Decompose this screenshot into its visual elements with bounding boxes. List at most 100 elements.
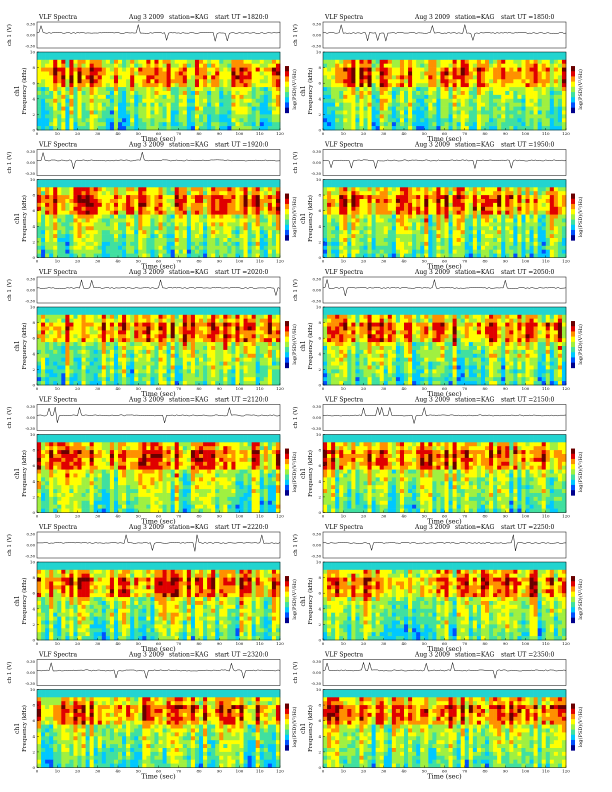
heatmap-cell [162,67,167,72]
heatmap-cell [182,222,188,227]
heatmap-cell [122,183,127,188]
heatmap-cell [327,63,332,68]
heatmap-cell [561,83,567,88]
heatmap-cell [343,210,348,215]
heatmap-cell [339,226,344,231]
heatmap-cell [182,71,188,76]
heatmap-cell [122,253,127,258]
heatmap-cell [436,114,441,119]
colorbar-swatch [571,107,575,114]
heatmap-cell [105,218,111,223]
heatmap-cell [347,191,352,196]
heatmap-cell [468,199,474,204]
heatmap-cell [476,94,482,100]
heatmap-cell [199,126,204,131]
heatmap-cell [497,245,502,250]
heatmap-cell [521,195,526,200]
heatmap-cell [521,126,526,131]
heatmap-cell [448,187,453,192]
heatmap-cell [513,234,518,239]
heatmap-cell [436,59,441,64]
x-tick-label: 80 [482,131,488,136]
heatmap-cell [239,94,244,100]
heatmap-cell [150,253,155,258]
heatmap-cell [97,234,103,239]
heatmap-cell [235,222,240,227]
heatmap-cell [452,238,457,243]
heatmap-cell [45,218,50,223]
heatmap-cell [65,59,70,64]
heatmap-cell [444,214,449,219]
heatmap-cell [404,102,409,107]
heatmap-cell [174,245,180,250]
heatmap-cell [158,199,163,204]
heatmap-cell [223,249,228,254]
heatmap-cell [363,55,368,61]
heatmap-cell [549,114,555,119]
heatmap-cell [118,195,123,200]
heatmap-cell [347,114,352,119]
heatmap-cell [150,87,155,92]
heatmap-cell [69,241,74,247]
heatmap-cell [509,202,514,208]
heatmap-cell [545,234,551,239]
heatmap-cell [339,118,344,123]
heatmap-cell [408,230,413,235]
heatmap-cell [383,118,389,123]
heatmap-cell [557,52,563,57]
heatmap-cell [513,245,518,250]
heatmap-cell [351,206,356,211]
heatmap-cell [468,249,474,254]
heatmap-cell [331,234,336,239]
heatmap-cell [271,118,277,123]
heatmap-cell [468,52,474,57]
heatmap-cell [476,83,482,88]
heatmap-cell [399,83,405,88]
heatmap-cell [525,91,530,96]
heatmap-cell [448,245,453,250]
heatmap-cell [142,218,147,223]
heatmap-cell [146,118,151,123]
heatmap-cell [408,187,413,192]
heatmap-cell [227,118,232,123]
heatmap-cell [130,253,135,258]
heatmap-cell [146,191,151,196]
heatmap-cell [186,187,192,192]
heatmap-cell [81,102,86,107]
heatmap-cell [497,118,502,123]
heatmap-cell [37,87,42,92]
x-tick-label: 10 [55,131,61,136]
heatmap-cell [367,98,372,103]
heatmap-cell [150,91,155,96]
heatmap-cell [323,83,328,88]
heatmap-cell [77,110,82,115]
heatmap-cell [371,206,376,211]
heatmap-cell [142,191,147,196]
heatmap-cell [97,210,103,215]
heatmap-cell [545,245,551,250]
heatmap-cell [203,59,208,64]
heatmap-cell [243,55,248,61]
heatmap-cell [327,87,332,92]
heatmap-cell [170,55,175,61]
heatmap-cell [231,106,236,111]
heatmap-cell [359,91,364,96]
heatmap-cell [529,55,534,61]
heatmap-cell [166,110,171,115]
heatmap-cell [203,202,208,208]
heatmap-cell [166,183,171,188]
heatmap-cell [247,83,252,88]
heatmap-cell [227,230,232,235]
heatmap-cell [97,249,103,254]
heatmap-cell [323,110,328,115]
heatmap-cell [351,210,356,215]
heatmap-cell [41,98,46,103]
heatmap-cell [113,102,119,107]
heatmap-cell [69,63,74,68]
heatmap-cell [105,222,111,227]
heatmap-cell [347,241,352,247]
heatmap-cell [468,102,474,107]
heatmap-cell [323,199,328,204]
heatmap-cell [460,79,466,84]
heatmap-cell [489,222,494,227]
